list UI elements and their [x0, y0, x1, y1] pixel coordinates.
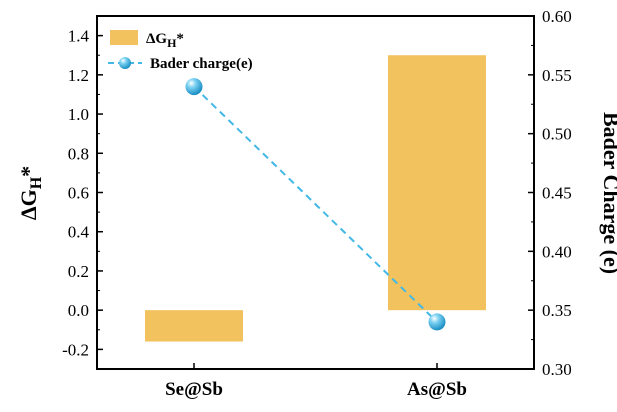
right-tick-label: 0.60 — [542, 7, 572, 26]
right-tick-label: 0.55 — [542, 66, 572, 85]
left-axis: -0.2 0.0 0.2 0.4 0.6 0.8 1.0 1.2 1.4 — [62, 15, 103, 370]
bader-line-series — [185, 78, 446, 331]
left-tick-label: 0.6 — [68, 184, 89, 203]
bader-connector-line — [193, 85, 438, 323]
x-category-label: As@Sb — [407, 379, 467, 400]
left-tick-label: 0.0 — [68, 301, 89, 320]
legend-bar-label: ΔGH* — [146, 31, 184, 50]
right-axis-title: Bader Charge (e) — [599, 112, 617, 274]
left-axis-title: ΔGH* — [16, 166, 45, 220]
legend-line-label: Bader charge(e) — [150, 56, 253, 72]
left-tick-label: 0.8 — [68, 144, 89, 163]
right-tick-label: 0.40 — [542, 242, 572, 261]
right-tick-label: 0.35 — [542, 301, 572, 320]
right-axis: 0.30 0.35 0.40 0.45 0.50 0.55 0.60 — [528, 7, 572, 379]
bader-point-as-at-sb — [428, 313, 446, 331]
x-axis: Se@Sb As@Sb — [165, 363, 467, 400]
right-tick-label: 0.30 — [542, 360, 572, 379]
left-tick-label: 1.2 — [68, 66, 89, 85]
left-tick-label: 0.2 — [68, 262, 89, 281]
legend-line-marker — [119, 57, 131, 69]
bar-series — [145, 55, 486, 342]
x-category-label: Se@Sb — [165, 379, 223, 400]
bader-point-se-at-sb — [185, 78, 203, 96]
bar-as-at-sb — [388, 55, 486, 311]
right-tick-label: 0.45 — [542, 184, 572, 203]
legend-bar-swatch — [110, 30, 138, 45]
left-tick-label: -0.2 — [62, 340, 89, 359]
left-tick-label: 1.0 — [68, 105, 89, 124]
bar-se-at-sb — [145, 310, 243, 342]
left-tick-label: 0.4 — [68, 223, 90, 242]
right-tick-label: 0.50 — [542, 125, 572, 144]
left-tick-label: 1.4 — [68, 27, 90, 46]
legend: ΔGH* Bader charge(e) — [108, 30, 253, 72]
